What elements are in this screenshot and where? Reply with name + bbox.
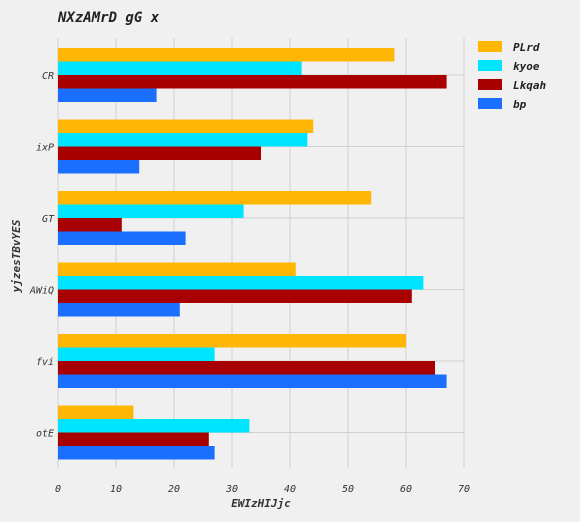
bar-bp-CR <box>58 88 157 102</box>
bar-kyoe-otE <box>58 419 250 433</box>
legend: PLrd kyoe Lkqah bp <box>478 41 546 111</box>
bar-PLrd-CR <box>58 48 395 62</box>
bar-Lkqah-otE <box>58 432 209 446</box>
legend-swatch-kyoe <box>478 60 502 71</box>
bar-kyoe-GT <box>58 204 244 218</box>
bar-Lkqah-ixP <box>58 146 261 160</box>
y-tick-label: GT <box>42 214 55 225</box>
x-tick-label: 70 <box>458 484 470 495</box>
y-tick-label: fvi <box>36 357 54 368</box>
chart-title: NXzAMrD gG x <box>57 10 160 26</box>
x-tick-label: 10 <box>110 484 122 495</box>
y-tick-labels: CR ixP GT AWiQ fvi otE <box>29 71 55 440</box>
bar-bp-otE <box>58 446 215 460</box>
y-tick-label: otE <box>36 429 54 440</box>
bar-kyoe-AWiQ <box>58 276 424 290</box>
legend-label-kyoe: kyoe <box>513 60 540 73</box>
x-tick-label: 50 <box>342 484 354 495</box>
y-axis-label: yjzesTBvYES <box>10 219 23 293</box>
bar-PLrd-AWiQ <box>58 262 296 276</box>
legend-swatch-bp <box>478 98 502 109</box>
bar-kyoe-fvi <box>58 347 215 361</box>
bar-Lkqah-AWiQ <box>58 289 412 303</box>
bar-PLrd-fvi <box>58 334 406 348</box>
x-tick-labels: 0 10 20 30 40 50 60 70 <box>55 484 470 495</box>
bar-bp-AWiQ <box>58 303 180 317</box>
bar-bp-fvi <box>58 374 447 388</box>
bar-PLrd-GT <box>58 191 372 205</box>
bar-bp-GT <box>58 231 186 245</box>
legend-label-PLrd: PLrd <box>513 41 540 54</box>
legend-swatch-PLrd <box>478 41 502 52</box>
bar-Lkqah-CR <box>58 75 447 89</box>
grid-lines <box>57 38 465 468</box>
x-tick-label: 40 <box>284 484 296 495</box>
x-tick-label: 20 <box>168 484 180 495</box>
x-tick-label: 60 <box>400 484 412 495</box>
bar-bp-ixP <box>58 160 140 174</box>
bar-PLrd-ixP <box>58 119 314 133</box>
bar-Lkqah-fvi <box>58 361 435 375</box>
bar-kyoe-ixP <box>58 133 308 147</box>
bar-PLrd-otE <box>58 405 134 419</box>
legend-swatch-Lkqah <box>478 79 502 90</box>
bar-Lkqah-GT <box>58 218 122 232</box>
y-tick-label: CR <box>42 71 54 82</box>
bar-kyoe-CR <box>58 61 302 75</box>
y-tick-label: AWiQ <box>29 286 54 297</box>
x-axis-label: EWIzHIJjc <box>231 497 291 510</box>
x-tick-label: 0 <box>55 484 61 495</box>
y-tick-label: ixP <box>36 143 54 154</box>
x-tick-label: 30 <box>225 484 238 495</box>
legend-label-bp: bp <box>513 98 527 111</box>
bars <box>58 48 447 460</box>
legend-label-Lkqah: Lkqah <box>513 79 546 92</box>
